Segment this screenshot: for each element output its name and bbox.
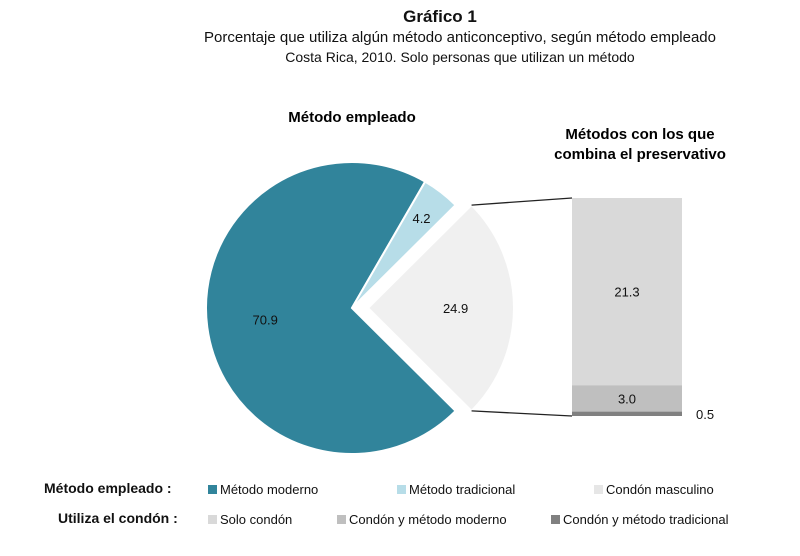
legend-swatch xyxy=(397,485,406,494)
pie-label-metodo-moderno: 70.9 xyxy=(253,313,278,328)
legend-item-solo-condon: Solo condón xyxy=(208,512,292,527)
pie-slice-condon-masculino xyxy=(366,203,515,413)
connector-line-top xyxy=(471,197,573,206)
bar-segment-condon-y-metodo-moderno xyxy=(572,385,682,412)
pie-label-metodo-tradicional: 4.2 xyxy=(412,211,430,226)
legend-swatch xyxy=(551,515,560,524)
bar-label-condon-y-metodo-tradicional: 0.5 xyxy=(696,407,714,422)
legend-condom-title: Utiliza el condón : xyxy=(58,510,178,526)
stacked-bar: 21.3 3.0 0.5 xyxy=(572,198,714,422)
legend-label: Método tradicional xyxy=(409,482,516,497)
legend-label: Método moderno xyxy=(220,482,319,497)
chart-subtitle-secondary: Costa Rica, 2010. Solo personas que util… xyxy=(285,49,635,65)
chart-canvas: Método empleado Métodos con los que comb… xyxy=(205,109,726,455)
legend-label: Condón y método tradicional xyxy=(563,512,729,527)
bar-label-condon-y-metodo-moderno: 3.0 xyxy=(618,391,636,406)
legend-item-condon-y-metodo-moderno: Condón y método moderno xyxy=(337,512,507,527)
legend-item-metodo-tradicional: Método tradicional xyxy=(397,482,515,497)
bar-title-line-2: combina el preservativo xyxy=(554,146,726,163)
legend-label: Condón masculino xyxy=(606,482,714,497)
legend-label: Condón y método moderno xyxy=(349,512,507,527)
pie-label-condon-masculino: 24.9 xyxy=(443,301,468,316)
legend-swatch xyxy=(594,485,603,494)
chart-header: Gráfico 1 Porcentaje que utiliza algún m… xyxy=(0,6,800,67)
chart-title: Gráfico 1 xyxy=(403,7,477,26)
bar-segment-solo-condon xyxy=(572,198,682,386)
legend-swatch xyxy=(337,515,346,524)
bar-label-solo-condon: 21.3 xyxy=(614,285,639,300)
pie-title: Método empleado xyxy=(288,109,416,126)
pie-chart: 70.9 4.2 24.9 xyxy=(205,161,515,455)
legend-swatch xyxy=(208,485,217,494)
chart-subtitle: Porcentaje que utiliza algún método anti… xyxy=(203,29,716,46)
connector-lines xyxy=(471,197,573,417)
pie-slice-metodo-tradicional xyxy=(351,180,457,309)
legend-method-title: Método empleado : xyxy=(44,480,172,496)
connector-line-bottom xyxy=(471,410,573,417)
legend-item-metodo-moderno: Método moderno xyxy=(208,482,318,497)
legend-label: Solo condón xyxy=(220,512,293,527)
bar-segment-condon-y-metodo-tradicional xyxy=(572,411,682,416)
legend-item-condon-masculino: Condón masculino xyxy=(594,482,714,497)
legend-swatch xyxy=(208,515,217,524)
legend-item-condon-y-metodo-tradicional: Condón y método tradicional xyxy=(551,512,729,527)
bar-title-line-1: Métodos con los que xyxy=(565,126,714,143)
